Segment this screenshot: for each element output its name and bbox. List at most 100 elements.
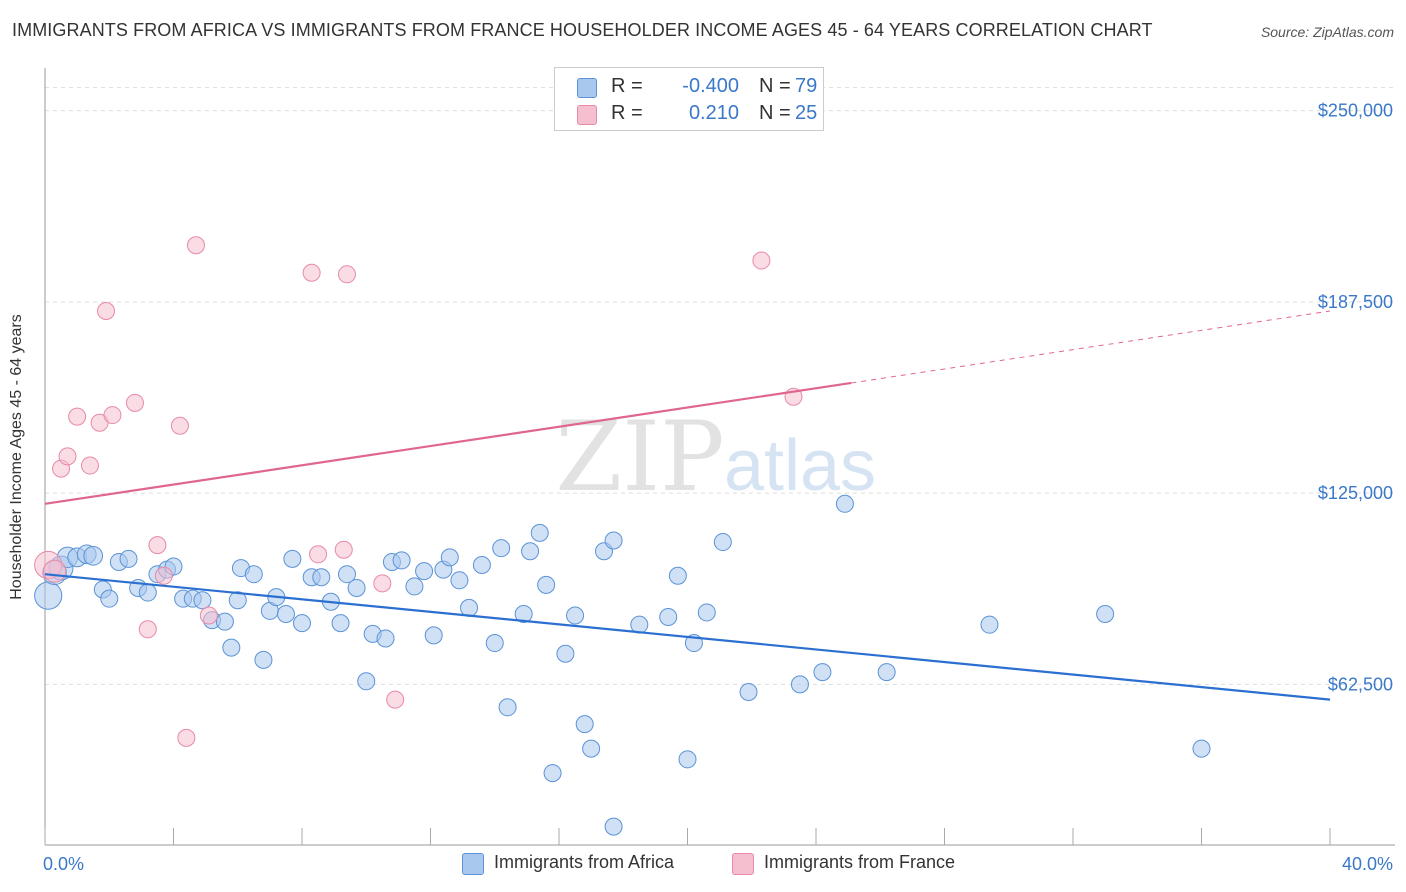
data-point-africa xyxy=(697,603,716,622)
data-point-france xyxy=(186,236,205,255)
y-tick-label: $187,500 xyxy=(1318,292,1393,312)
data-point-africa xyxy=(659,608,678,627)
data-point-africa xyxy=(392,551,411,570)
y-tick-label: $250,000 xyxy=(1318,101,1393,121)
data-point-africa xyxy=(668,566,687,585)
x-tick-label: 40.0% xyxy=(1342,854,1393,874)
data-point-france xyxy=(58,447,77,466)
data-point-africa xyxy=(337,565,356,584)
data-point-africa xyxy=(347,578,366,597)
data-point-france xyxy=(154,566,173,585)
data-point-africa xyxy=(376,629,395,648)
chart-title: IMMIGRANTS FROM AFRICA VS IMMIGRANTS FRO… xyxy=(12,20,1153,40)
data-point-france xyxy=(170,416,189,435)
data-point-france xyxy=(199,606,218,625)
watermark: ZIP atlas xyxy=(555,401,876,513)
data-point-africa xyxy=(713,533,732,552)
y-axis-label: Householder Income Ages 45 - 64 years xyxy=(8,314,25,600)
data-point-africa xyxy=(521,542,540,561)
data-point-africa xyxy=(119,549,138,568)
data-point-france xyxy=(373,574,392,593)
data-point-africa xyxy=(193,591,212,610)
data-point-france xyxy=(309,545,328,564)
data-point-africa xyxy=(254,650,273,669)
trend-lines xyxy=(44,310,1331,701)
legend-r-label: R = xyxy=(611,75,643,97)
trend-line-france-extension xyxy=(851,310,1331,384)
data-point-france xyxy=(97,302,116,321)
data-point-africa xyxy=(83,545,104,566)
watermark-atlas: atlas xyxy=(724,426,876,506)
data-point-africa xyxy=(492,539,511,558)
data-point-france xyxy=(752,251,771,270)
data-point-africa xyxy=(331,614,350,633)
series-africa xyxy=(34,494,1211,836)
data-point-africa xyxy=(424,626,443,645)
data-point-africa xyxy=(790,675,809,694)
data-point-africa xyxy=(1192,739,1211,758)
data-point-france xyxy=(43,559,67,583)
legend-n-label: N = xyxy=(759,75,791,97)
data-point-africa xyxy=(543,764,562,783)
x-tick-label: 0.0% xyxy=(43,854,84,874)
data-point-africa xyxy=(415,562,434,581)
data-point-africa xyxy=(357,672,376,691)
data-point-africa xyxy=(283,549,302,568)
legend-swatch-africa xyxy=(577,78,597,98)
data-point-france xyxy=(302,263,321,282)
data-point-africa xyxy=(604,531,623,550)
y-tick-labels: $62,500 $125,000 $187,500 $250,000 xyxy=(1318,101,1393,695)
data-point-africa xyxy=(1096,604,1115,623)
source-credit: Source: ZipAtlas.com xyxy=(1260,24,1394,40)
data-point-africa xyxy=(739,683,758,701)
data-point-africa xyxy=(244,565,263,584)
data-point-france xyxy=(334,540,353,559)
bottom-legend-label-africa: Immigrants from Africa xyxy=(494,852,675,872)
data-point-france xyxy=(138,620,157,639)
data-point-africa xyxy=(440,548,459,567)
data-point-africa xyxy=(276,604,295,623)
data-point-africa xyxy=(450,571,469,590)
legend-n-value-africa: 79 xyxy=(795,75,818,97)
data-point-france xyxy=(103,406,122,425)
data-point-africa xyxy=(100,589,119,608)
bottom-legend-swatch-africa xyxy=(462,853,484,875)
legend-n-label: N = xyxy=(759,102,791,124)
data-point-france xyxy=(125,393,144,412)
data-point-africa xyxy=(813,663,832,682)
data-point-france xyxy=(148,536,167,555)
data-point-france xyxy=(337,265,356,284)
legend-swatch-france xyxy=(577,105,597,125)
data-point-france xyxy=(68,407,87,426)
data-point-africa xyxy=(312,568,331,587)
data-point-africa xyxy=(293,614,311,633)
correlation-legend: R = -0.400 N = 79 R = 0.210 N = 25 xyxy=(554,67,824,131)
legend-r-value-africa: -0.400 xyxy=(682,75,739,97)
y-tick-label: $62,500 xyxy=(1328,674,1393,694)
data-point-africa xyxy=(472,556,491,575)
data-point-africa xyxy=(835,494,854,513)
data-point-africa xyxy=(530,523,549,542)
legend-r-label: R = xyxy=(611,102,643,124)
watermark-zip: ZIP xyxy=(555,401,724,513)
data-point-africa xyxy=(575,715,594,734)
bottom-legend-label-france: Immigrants from France xyxy=(764,852,956,872)
legend-r-value-france: 0.210 xyxy=(688,102,739,124)
x-tick-labels: 0.0% 40.0% xyxy=(43,854,1393,874)
data-point-africa xyxy=(514,604,533,623)
data-point-africa xyxy=(215,612,234,631)
series-france xyxy=(34,236,803,747)
y-tick-label: $125,000 xyxy=(1318,483,1393,503)
data-point-africa xyxy=(405,577,424,596)
data-point-africa xyxy=(460,598,479,617)
data-point-france xyxy=(177,728,196,747)
data-point-africa xyxy=(498,698,517,717)
data-point-africa xyxy=(678,750,697,769)
bottom-legend-swatch-france xyxy=(732,853,754,875)
data-point-africa xyxy=(604,817,623,836)
data-point-africa xyxy=(34,581,63,610)
data-point-africa xyxy=(877,663,896,682)
data-point-africa xyxy=(980,615,999,634)
data-point-france xyxy=(386,690,405,709)
